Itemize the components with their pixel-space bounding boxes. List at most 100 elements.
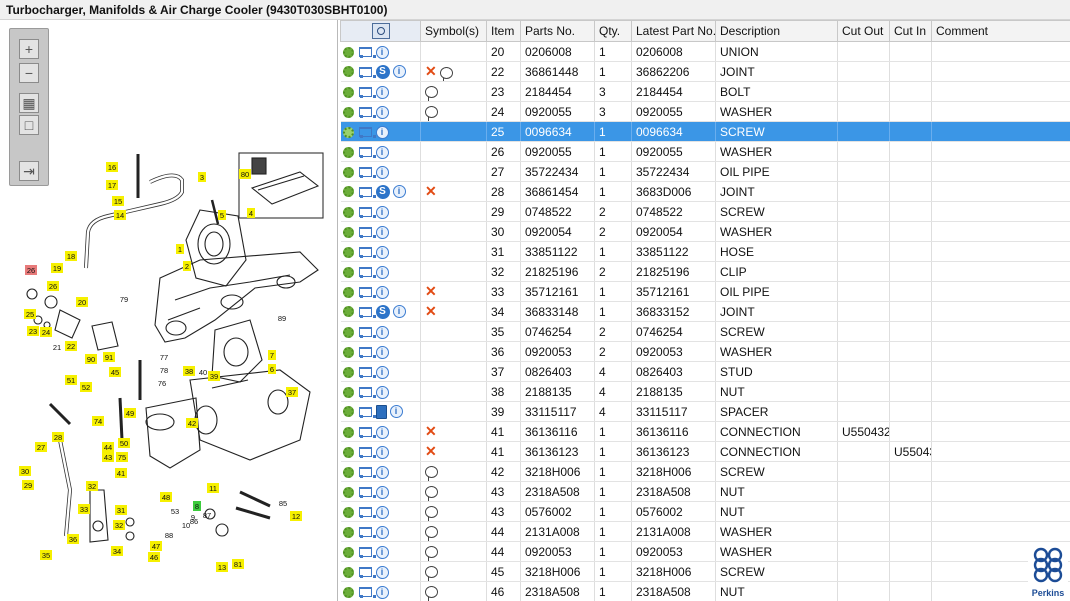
callout-label[interactable]: 13 [216, 562, 228, 572]
callout-label[interactable]: 88 [165, 531, 173, 540]
cross-icon[interactable]: ✕ [425, 303, 437, 319]
supersession-icon[interactable]: S [375, 64, 390, 79]
info-icon[interactable]: i [375, 385, 389, 399]
callout-label[interactable]: 11 [207, 483, 219, 493]
gear-icon[interactable] [342, 466, 354, 478]
table-row[interactable]: i 30 0920054 2 0920054 WASHER [340, 221, 1070, 242]
info-icon[interactable]: i [375, 325, 389, 339]
callout-label[interactable]: 86 [190, 517, 198, 526]
comment-bubble-icon[interactable] [425, 526, 438, 541]
callout-label[interactable]: 1 [176, 244, 184, 254]
callout-label[interactable]: 20 [76, 297, 88, 307]
info-icon[interactable]: i [375, 565, 389, 579]
callout-label[interactable]: 16 [106, 162, 118, 172]
cross-icon[interactable]: ✕ [425, 443, 437, 459]
info-icon[interactable]: i [375, 585, 389, 599]
gear-icon[interactable] [342, 166, 354, 178]
callout-label[interactable]: 12 [290, 511, 302, 521]
col-comment[interactable]: Comment [931, 20, 1070, 42]
info-icon[interactable]: i [392, 65, 406, 79]
comment-bubble-icon[interactable] [425, 566, 438, 581]
callout-label[interactable]: 78 [160, 366, 168, 375]
info-icon[interactable]: i [375, 505, 389, 519]
table-row[interactable]: i 46 2318A508 1 2318A508 NUT [340, 581, 1070, 601]
gear-icon[interactable] [342, 46, 354, 58]
cart-icon[interactable] [357, 506, 376, 519]
callout-label[interactable]: 53 [171, 507, 179, 516]
gear-icon[interactable] [342, 366, 354, 378]
cart-icon[interactable] [357, 546, 376, 559]
callout-label[interactable]: 37 [286, 387, 298, 397]
table-row[interactable]: i 42 3218H006 1 3218H006 SCREW [340, 461, 1070, 482]
cross-icon[interactable]: ✕ [425, 283, 437, 299]
table-row[interactable]: i 27 35722434 1 35722434 OIL PIPE [340, 161, 1070, 182]
table-row[interactable]: i 24 0920055 3 0920055 WASHER [340, 101, 1070, 122]
callout-label[interactable]: 3 [198, 172, 206, 182]
zoom-out-icon[interactable]: − [19, 63, 39, 83]
cart-icon[interactable] [357, 106, 376, 119]
info-icon[interactable]: i [375, 345, 389, 359]
table-row[interactable]: i 38 2188135 4 2188135 NUT [340, 381, 1070, 402]
comment-bubble-icon[interactable] [425, 466, 438, 481]
callout-label[interactable]: 32 [113, 520, 125, 530]
table-row[interactable]: i 36 0920053 2 0920053 WASHER [340, 341, 1070, 362]
gear-icon[interactable] [342, 266, 354, 278]
info-icon[interactable]: i [375, 285, 389, 299]
info-icon[interactable]: i [389, 405, 403, 419]
callout-label[interactable]: 80 [239, 169, 251, 179]
callout-label[interactable]: 81 [232, 559, 244, 569]
cart-icon[interactable] [357, 166, 376, 179]
callout-label[interactable]: 27 [35, 442, 47, 452]
callout-label[interactable]: 28 [52, 432, 64, 442]
info-icon[interactable]: i [375, 145, 389, 159]
export-icon[interactable]: ⇥ [19, 161, 39, 181]
callout-label[interactable]: 45 [109, 367, 121, 377]
book-icon[interactable] [375, 404, 387, 419]
callout-label[interactable]: 24 [40, 327, 52, 337]
cart-icon[interactable] [357, 286, 376, 299]
callout-label[interactable]: 52 [80, 382, 92, 392]
cart-icon[interactable] [357, 586, 376, 599]
callout-label[interactable]: 30 [19, 466, 31, 476]
table-row[interactable]: i ✕ 41 36136116 1 36136116 CONNECTION U550432 [340, 421, 1070, 442]
callout-label[interactable]: 33 [78, 504, 90, 514]
callout-label[interactable]: 35 [40, 550, 52, 560]
callout-label[interactable]: 2 [183, 261, 191, 271]
cross-icon[interactable]: ✕ [425, 423, 437, 439]
cart-icon[interactable] [357, 406, 376, 418]
callout-label[interactable]: 40 [199, 368, 207, 377]
gear-icon[interactable] [342, 66, 354, 78]
gear-icon[interactable] [342, 546, 354, 558]
callout-label[interactable]: 85 [279, 499, 287, 508]
callout-label[interactable]: 32 [86, 481, 98, 491]
callout-label[interactable]: 79 [120, 295, 128, 304]
table-row[interactable]: i 29 0748522 2 0748522 SCREW [340, 201, 1070, 222]
exploded-diagram-panel[interactable]: 16 17 15 14 3 5 4 80 1 2 18 19 26 26 20 79 25 22 23 24 21 90 9… [0, 20, 338, 601]
table-row[interactable]: i 43 2318A508 1 2318A508 NUT [340, 481, 1070, 502]
zoom-in-icon[interactable]: + [19, 39, 39, 59]
callout-label[interactable]: 46 [148, 552, 160, 562]
col-description[interactable]: Description [715, 20, 838, 42]
callout-label[interactable]: 5 [218, 210, 226, 220]
callout-label[interactable]: 9 [191, 513, 195, 522]
table-row[interactable]: i 26 0920055 1 0920055 WASHER [340, 141, 1070, 162]
cart-icon[interactable] [357, 146, 376, 159]
table-row[interactable]: i 39 33115117 4 33115117 SPACER [340, 401, 1070, 422]
info-icon[interactable]: i [375, 45, 389, 59]
table-row[interactable]: i 25 0096634 1 0096634 SCREW [340, 121, 1070, 142]
table-row[interactable]: i 32 21825196 2 21825196 CLIP [340, 261, 1070, 282]
cart-icon[interactable] [357, 486, 376, 499]
table-row[interactable]: i 44 2131A008 1 2131A008 WASHER [340, 521, 1070, 542]
callout-label[interactable]: 6 [268, 364, 276, 374]
gear-icon[interactable] [342, 206, 354, 218]
cart-icon[interactable] [357, 526, 376, 539]
supersession-icon[interactable]: S [375, 184, 390, 199]
cart-icon[interactable] [357, 66, 376, 78]
cross-icon[interactable]: ✕ [425, 63, 437, 79]
callout-label[interactable]: 15 [112, 196, 124, 206]
table-row[interactable]: i 31 33851122 1 33851122 HOSE [340, 241, 1070, 262]
callout-label[interactable]: 91 [103, 352, 115, 362]
gear-icon[interactable] [342, 446, 354, 458]
cross-icon[interactable]: ✕ [425, 183, 437, 199]
